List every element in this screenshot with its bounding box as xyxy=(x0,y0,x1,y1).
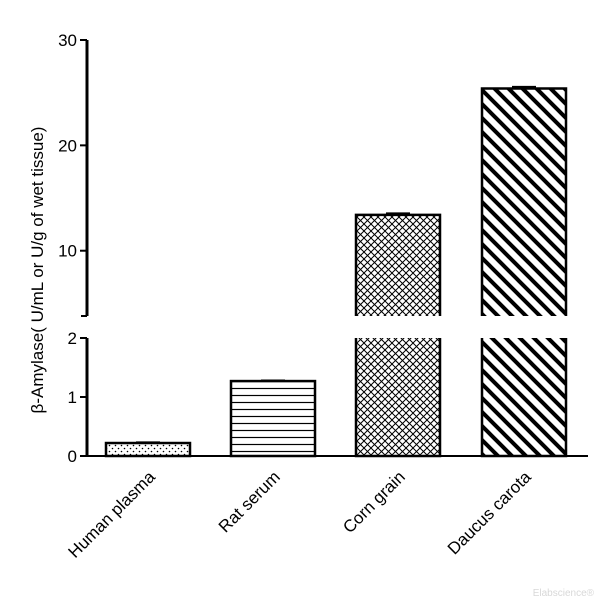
x-category-label: Human plasma xyxy=(65,467,160,562)
bar-rat-serum xyxy=(229,379,317,458)
y-tick-label: 10 xyxy=(58,242,77,261)
y-axis-title: β-Amylase( U/mL or U/g of wet tissue) xyxy=(28,127,47,414)
watermark: Elabscience® xyxy=(532,588,594,599)
y-tick-label: 20 xyxy=(58,136,77,155)
y-tick-label: 0 xyxy=(68,447,77,466)
y-tick-label: 2 xyxy=(68,329,77,348)
bars xyxy=(104,85,568,458)
bar-daucus-carota xyxy=(480,85,568,458)
bar-human-plasma xyxy=(104,441,192,458)
y-tick-label: 1 xyxy=(68,388,77,407)
tick-labels: 0 1 2 10 20 30 xyxy=(58,31,87,466)
y-tick-label: 30 xyxy=(58,31,77,50)
x-category-label: Rat serum xyxy=(215,467,284,536)
x-category-label: Corn grain xyxy=(339,467,409,537)
bar-corn-grain xyxy=(354,212,442,458)
category-labels: Human plasma Rat serum Corn grain Daucus ca… xyxy=(65,467,536,562)
x-category-label: Daucus carota xyxy=(444,467,535,558)
